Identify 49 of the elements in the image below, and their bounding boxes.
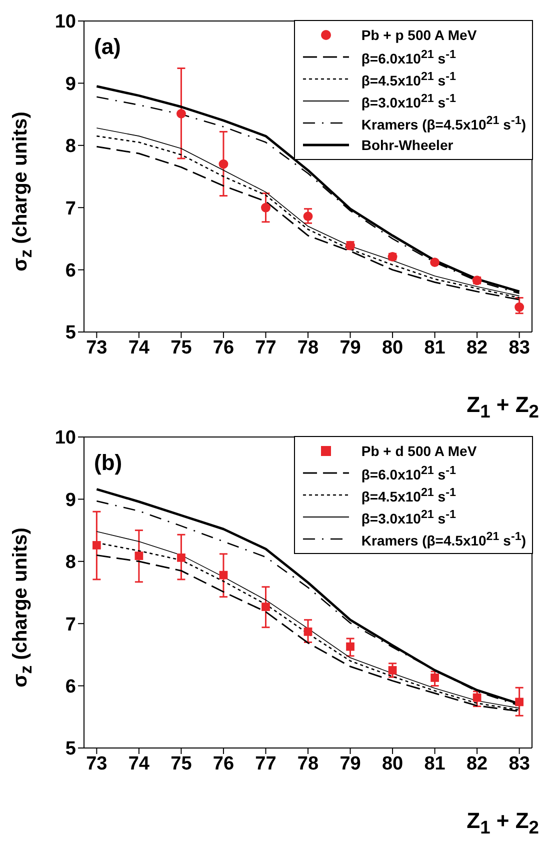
legend-label: β=6.0x10$^{21}$ s$^{-1}$ xyxy=(361,48,456,66)
legend-label: Bohr-Wheeler xyxy=(361,137,454,153)
legend-label: Pb + p 500 A MeV xyxy=(361,27,477,43)
y-tick-label: 5 xyxy=(65,738,76,760)
x-tick-label: 77 xyxy=(255,337,276,358)
legend-label: β=3.0x10$^{21}$ s$^{-1}$ xyxy=(361,508,456,526)
x-tick-label: 80 xyxy=(382,337,404,358)
legend-label: Kramers (β=4.5x10$^{21}$ s$^{-1}$) xyxy=(361,530,526,548)
x-tick-label: 78 xyxy=(297,337,319,358)
x-tick-label: 81 xyxy=(424,753,446,774)
y-tick-label: 6 xyxy=(65,260,76,282)
y-tick-label: 5 xyxy=(65,322,76,344)
annotation: (a) xyxy=(94,34,121,60)
x-tick-label: 73 xyxy=(86,753,108,774)
y-tick-label: 8 xyxy=(65,136,76,158)
y-tick-label: 6 xyxy=(65,676,76,698)
x-tick-label: 74 xyxy=(128,337,150,358)
x-tick-label: 82 xyxy=(466,753,488,774)
x-axis-title: Z$_{1}$ + Z$_{2}$ xyxy=(466,392,539,424)
y-tick-label: 7 xyxy=(65,614,76,636)
legend-label: β=4.5x10$^{21}$ s$^{-1}$ xyxy=(361,486,456,504)
x-tick-label: 76 xyxy=(212,337,234,358)
x-tick-label: 83 xyxy=(508,753,530,774)
x-tick-label: 75 xyxy=(170,753,192,774)
annotation: (b) xyxy=(94,450,122,476)
y-tick-label: 8 xyxy=(65,552,76,574)
x-tick-label: 83 xyxy=(508,337,530,358)
x-tick-label: 78 xyxy=(297,753,319,774)
x-tick-label: 76 xyxy=(212,753,234,774)
y-tick-label: 7 xyxy=(65,198,76,220)
x-tick-label: 79 xyxy=(340,753,361,774)
y-tick-label: 9 xyxy=(65,490,76,511)
legend-label: β=4.5x10$^{21}$ s$^{-1}$ xyxy=(361,70,456,88)
x-tick-label: 82 xyxy=(466,337,488,358)
x-tick-label: 77 xyxy=(255,753,276,774)
x-tick-label: 79 xyxy=(340,337,361,358)
x-tick-label: 74 xyxy=(128,753,150,774)
legend-label: β=3.0x10$^{21}$ s$^{-1}$ xyxy=(361,92,456,110)
legend-label: Pb + d 500 A MeV xyxy=(361,443,477,459)
x-axis-title: Z$_{1}$ + Z$_{2}$ xyxy=(466,808,539,840)
y-tick-label: 10 xyxy=(54,428,76,449)
legend-label: β=6.0x10$^{21}$ s$^{-1}$ xyxy=(361,464,456,482)
x-tick-label: 75 xyxy=(170,337,192,358)
x-tick-label: 80 xyxy=(382,753,404,774)
x-tick-label: 81 xyxy=(424,337,446,358)
y-tick-label: 9 xyxy=(65,74,76,95)
y-tick-label: 10 xyxy=(54,12,76,33)
x-tick-label: 73 xyxy=(86,337,108,358)
legend-label: Kramers (β=4.5x10$^{21}$ s$^{-1}$) xyxy=(361,114,526,132)
